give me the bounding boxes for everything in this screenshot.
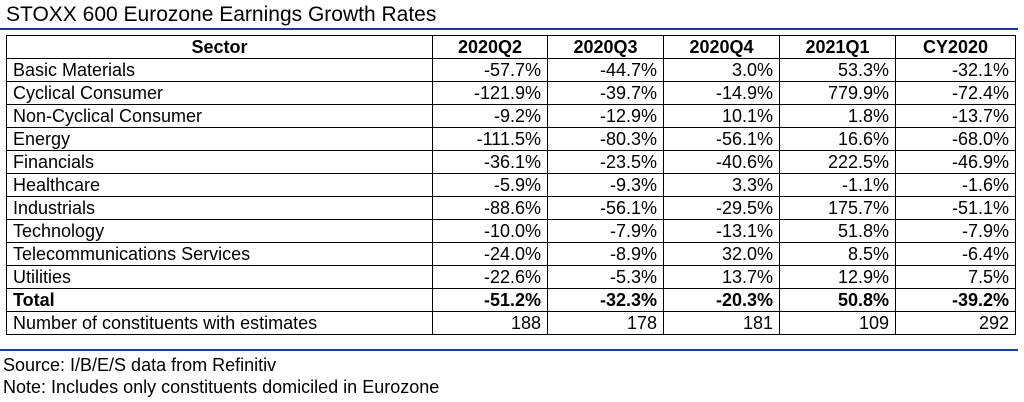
cell-2020q3: -39.7% xyxy=(547,81,664,105)
cell-2020q3: -80.3% xyxy=(547,127,664,151)
cell-2020q4: -40.6% xyxy=(663,150,780,174)
table-row: Cyclical Consumer -121.9% -39.7% -14.9% 779.… xyxy=(6,81,1016,105)
table-row: Industrials -88.6% -56.1% -29.5% 175.7% -51.1… xyxy=(6,196,1016,220)
cell-2020q2: -57.7% xyxy=(432,58,548,82)
cell-2020q3: -44.7% xyxy=(547,58,664,82)
header-2020q2: 2020Q2 xyxy=(432,35,548,59)
footnote: Note: Includes only constituents domicil… xyxy=(3,377,440,397)
cell-2020q3: -8.9% xyxy=(547,242,664,266)
cell-2021q1: 8.5% xyxy=(779,242,896,266)
cell-2021q1: -1.1% xyxy=(779,173,896,197)
constituents-2020q2: 188 xyxy=(432,311,548,335)
sector-label: Cyclical Consumer xyxy=(6,81,433,105)
cell-2021q1: 16.6% xyxy=(779,127,896,151)
cell-cy2020: -13.7% xyxy=(895,104,1016,128)
header-sector: Sector xyxy=(6,35,433,59)
cell-cy2020: -51.1% xyxy=(895,196,1016,220)
cell-2021q1: 1.8% xyxy=(779,104,896,128)
cell-cy2020: -72.4% xyxy=(895,81,1016,105)
constituents-2020q4: 181 xyxy=(663,311,780,335)
constituents-2021q1: 109 xyxy=(779,311,896,335)
total-2021q1: 50.8% xyxy=(779,288,896,312)
cell-2020q4: 3.3% xyxy=(663,173,780,197)
cell-2020q4: -56.1% xyxy=(663,127,780,151)
cell-2020q2: -10.0% xyxy=(432,219,548,243)
table-row: Telecommunications Services -24.0% -8.9% 32… xyxy=(6,242,1016,266)
table-row: Basic Materials -57.7% -44.7% 3.0% 53.3% -32.… xyxy=(6,58,1016,82)
cell-2020q2: -36.1% xyxy=(432,150,548,174)
cell-2021q1: 12.9% xyxy=(779,265,896,289)
title-rule xyxy=(0,28,1018,30)
sector-label: Energy xyxy=(6,127,433,151)
cell-2020q4: -29.5% xyxy=(663,196,780,220)
table-row: Non-Cyclical Consumer -9.2% -12.9% 10.1% 1.8… xyxy=(6,104,1016,128)
source-note: Source: I/B/E/S data from Refinitiv xyxy=(3,355,277,375)
table-row: Utilities -22.6% -5.3% 13.7% 12.9% 7.5% xyxy=(6,265,1016,289)
sector-label: Healthcare xyxy=(6,173,433,197)
cell-cy2020: -32.1% xyxy=(895,58,1016,82)
cell-cy2020: -7.9% xyxy=(895,219,1016,243)
table-row: Healthcare -5.9% -9.3% 3.3% -1.1% -1.6% xyxy=(6,173,1016,197)
total-row: Total -51.2% -32.3% -20.3% 50.8% -39.2% xyxy=(6,288,1016,312)
sector-label: Non-Cyclical Consumer xyxy=(6,104,433,128)
cell-2020q3: -7.9% xyxy=(547,219,664,243)
header-2020q4: 2020Q4 xyxy=(663,35,780,59)
cell-2020q4: 32.0% xyxy=(663,242,780,266)
cell-2020q2: -22.6% xyxy=(432,265,548,289)
earnings-table: Sector 2020Q2 2020Q3 2020Q4 2021Q1 CY202… xyxy=(6,35,1016,335)
constituents-cy2020: 292 xyxy=(895,311,1016,335)
cell-2020q2: -24.0% xyxy=(432,242,548,266)
cell-2020q2: -111.5% xyxy=(432,127,548,151)
cell-2020q4: 13.7% xyxy=(663,265,780,289)
sector-label: Basic Materials xyxy=(6,58,433,82)
cell-cy2020: -68.0% xyxy=(895,127,1016,151)
cell-2020q3: -56.1% xyxy=(547,196,664,220)
constituents-row: Number of constituents with estimates 18… xyxy=(6,311,1016,335)
cell-2020q2: -121.9% xyxy=(432,81,548,105)
footer-rule xyxy=(0,349,1018,351)
total-label: Total xyxy=(6,288,433,312)
sector-label: Technology xyxy=(6,219,433,243)
constituents-2020q3: 178 xyxy=(547,311,664,335)
cell-2020q4: 10.1% xyxy=(663,104,780,128)
cell-cy2020: -6.4% xyxy=(895,242,1016,266)
table-row: Financials -36.1% -23.5% -40.6% 222.5% -46.9% xyxy=(6,150,1016,174)
total-cy2020: -39.2% xyxy=(895,288,1016,312)
cell-2020q3: -23.5% xyxy=(547,150,664,174)
cell-2021q1: 779.9% xyxy=(779,81,896,105)
page-title: STOXX 600 Eurozone Earnings Growth Rates xyxy=(6,3,437,26)
cell-cy2020: -1.6% xyxy=(895,173,1016,197)
cell-2021q1: 222.5% xyxy=(779,150,896,174)
cell-2021q1: 53.3% xyxy=(779,58,896,82)
header-2020q3: 2020Q3 xyxy=(547,35,664,59)
total-2020q4: -20.3% xyxy=(663,288,780,312)
cell-2021q1: 51.8% xyxy=(779,219,896,243)
sector-label: Financials xyxy=(6,150,433,174)
cell-cy2020: -46.9% xyxy=(895,150,1016,174)
cell-2020q3: -9.3% xyxy=(547,173,664,197)
cell-2020q4: 3.0% xyxy=(663,58,780,82)
table-row: Energy -111.5% -80.3% -56.1% 16.6% -68.0% xyxy=(6,127,1016,151)
cell-2020q4: -13.1% xyxy=(663,219,780,243)
cell-2020q2: -5.9% xyxy=(432,173,548,197)
table-row: Technology -10.0% -7.9% -13.1% 51.8% -7.9% xyxy=(6,219,1016,243)
header-2021q1: 2021Q1 xyxy=(779,35,896,59)
cell-2021q1: 175.7% xyxy=(779,196,896,220)
sector-label: Utilities xyxy=(6,265,433,289)
cell-2020q2: -88.6% xyxy=(432,196,548,220)
header-cy2020: CY2020 xyxy=(895,35,1016,59)
sector-label: Industrials xyxy=(6,196,433,220)
cell-2020q2: -9.2% xyxy=(432,104,548,128)
table-header-row: Sector 2020Q2 2020Q3 2020Q4 2021Q1 CY202… xyxy=(6,35,1016,59)
sector-label: Telecommunications Services xyxy=(6,242,433,266)
cell-2020q3: -5.3% xyxy=(547,265,664,289)
total-2020q2: -51.2% xyxy=(432,288,548,312)
cell-cy2020: 7.5% xyxy=(895,265,1016,289)
constituents-label: Number of constituents with estimates xyxy=(6,311,433,335)
total-2020q3: -32.3% xyxy=(547,288,664,312)
cell-2020q4: -14.9% xyxy=(663,81,780,105)
cell-2020q3: -12.9% xyxy=(547,104,664,128)
